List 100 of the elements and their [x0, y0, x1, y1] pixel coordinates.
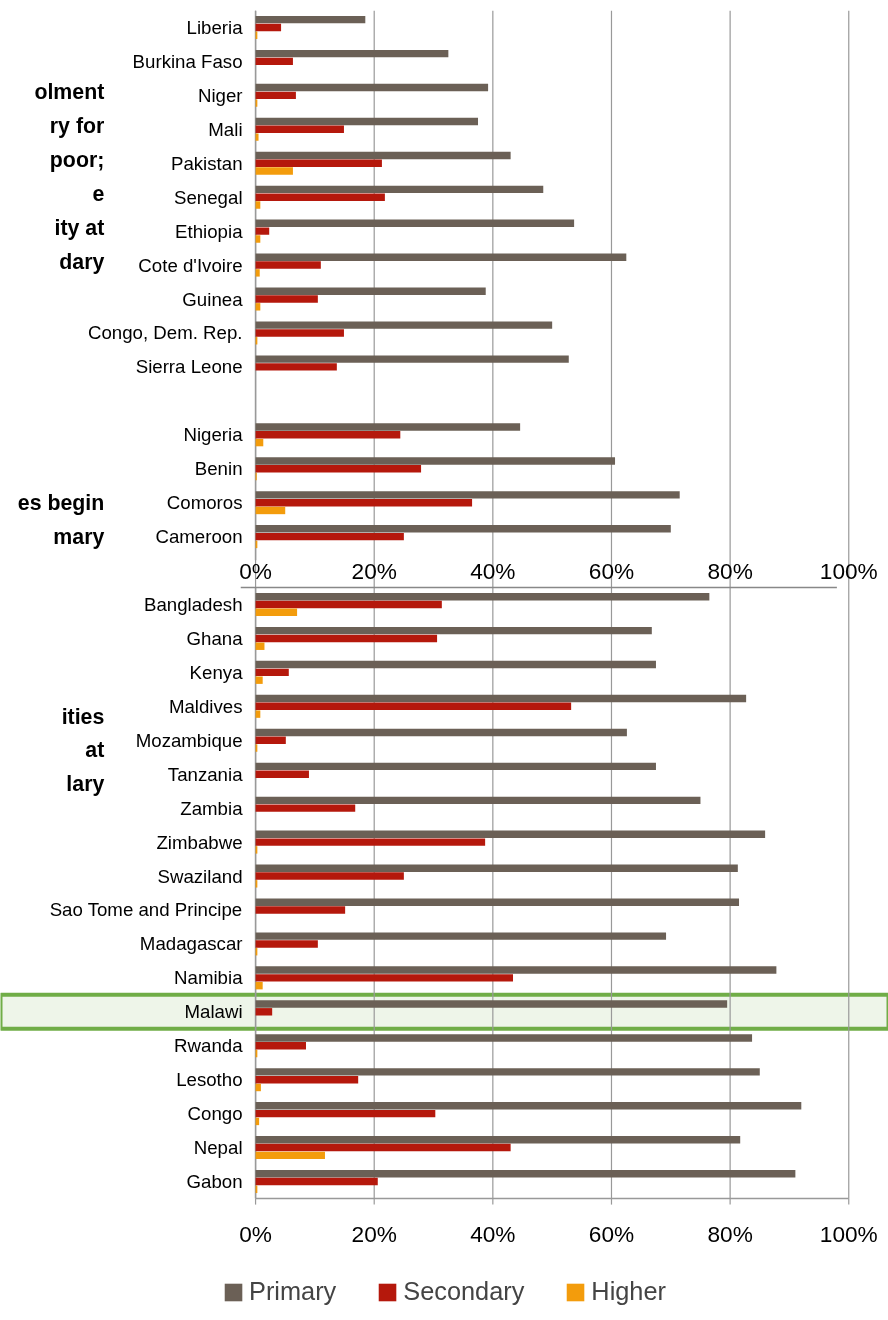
y-tick-label: Cote d'Ivoire — [138, 254, 243, 276]
x-tick-label: 80% — [707, 1221, 753, 1248]
bar — [255, 125, 344, 134]
bar — [255, 898, 740, 906]
y-tick-label: Niger — [197, 84, 243, 106]
y-tick-label: Guinea — [182, 288, 244, 310]
x2-tick-label: 0% — [239, 558, 272, 585]
bar — [255, 329, 344, 337]
bar — [255, 525, 671, 533]
bar — [255, 1109, 436, 1118]
bar — [255, 498, 473, 507]
y-tick-label: Bangladesh — [143, 593, 243, 615]
bar — [255, 1000, 728, 1008]
bar — [255, 151, 511, 160]
bar — [255, 676, 263, 684]
bar — [255, 1042, 306, 1050]
bar — [255, 804, 356, 812]
x2-tick-label: 40% — [470, 558, 516, 585]
y-tick-label: Madagascar — [139, 933, 243, 955]
bar — [255, 694, 747, 703]
bar — [255, 1177, 378, 1186]
bar — [255, 23, 282, 32]
bar — [255, 269, 260, 277]
bar — [255, 770, 309, 778]
bar — [255, 966, 777, 974]
bar — [255, 159, 382, 167]
bar — [255, 506, 286, 515]
bar — [255, 932, 667, 940]
text: ities at lary — [61, 704, 105, 797]
bar — [255, 830, 766, 838]
y-tick-label: Sierra Leone — [135, 356, 243, 378]
bar — [255, 974, 514, 982]
bar — [255, 287, 486, 295]
bar — [255, 1143, 511, 1152]
bar — [255, 253, 627, 261]
bar — [255, 49, 449, 58]
bar — [255, 83, 489, 92]
bar — [255, 363, 337, 371]
y-tick-label: Lesotho — [176, 1069, 243, 1091]
bar — [255, 491, 680, 499]
y-tick-label: Gabon — [186, 1171, 243, 1193]
bar — [255, 981, 263, 990]
legend-label: Primary — [249, 1277, 337, 1306]
bar — [255, 1068, 760, 1076]
bar — [255, 736, 286, 744]
legend-label: Secondary — [403, 1277, 525, 1306]
y-tick-label: Cameroon — [155, 526, 243, 548]
y-tick-label: Sao Tome and Principe — [49, 899, 243, 921]
bar — [255, 465, 422, 473]
bar — [255, 321, 553, 329]
bar — [255, 227, 270, 235]
x2-tick-label: 60% — [588, 558, 635, 585]
x-tick-label: 20% — [351, 1221, 397, 1248]
text: es begin mary — [17, 490, 105, 549]
y-tick-label: Swaziland — [157, 865, 243, 887]
bar — [255, 355, 569, 363]
y-tick-label: Comoros — [166, 492, 243, 514]
y-tick-label: Mozambique — [135, 729, 243, 751]
bar — [255, 91, 296, 100]
bar — [255, 1008, 273, 1016]
bar — [255, 1075, 359, 1084]
bar — [255, 660, 656, 669]
legend-label: Higher — [591, 1277, 666, 1306]
y-tick-label: Congo, Dem. Rep. — [88, 322, 243, 344]
bar — [255, 1034, 753, 1042]
text: olment ry for poor; e ity at dary — [34, 79, 105, 274]
y-tick-label: Nepal — [193, 1137, 243, 1159]
bar — [255, 626, 652, 635]
y-tick-label: Liberia — [186, 16, 244, 38]
bar — [255, 117, 479, 126]
bar — [255, 906, 346, 914]
bar — [255, 303, 261, 311]
y-tick-label: Kenya — [189, 661, 244, 683]
bar — [255, 762, 656, 771]
y-tick-label: Namibia — [174, 967, 244, 989]
bar — [255, 457, 616, 465]
bar — [255, 728, 627, 737]
bar — [255, 1136, 741, 1144]
bar — [255, 15, 366, 24]
bar — [255, 201, 261, 209]
bar — [255, 219, 575, 228]
bar — [255, 167, 293, 175]
bar — [255, 940, 318, 948]
bar — [255, 423, 521, 431]
y-tick-label: Zimbabwe — [156, 831, 243, 853]
bar — [255, 838, 486, 846]
bar — [255, 1151, 325, 1160]
y-tick-label: Maldives — [168, 695, 243, 717]
y-tick-label: Pakistan — [170, 152, 243, 174]
x2-tick-label: 100% — [819, 558, 878, 585]
bar — [255, 600, 442, 609]
y-tick-label: Malawi — [184, 1001, 243, 1023]
bar — [255, 532, 404, 541]
bar — [255, 431, 401, 439]
bar — [255, 864, 738, 872]
x2-tick-label: 20% — [351, 558, 397, 585]
bar — [255, 634, 438, 643]
y-tick-label: Ghana — [186, 627, 244, 649]
bar — [255, 710, 261, 718]
bar — [255, 235, 261, 243]
